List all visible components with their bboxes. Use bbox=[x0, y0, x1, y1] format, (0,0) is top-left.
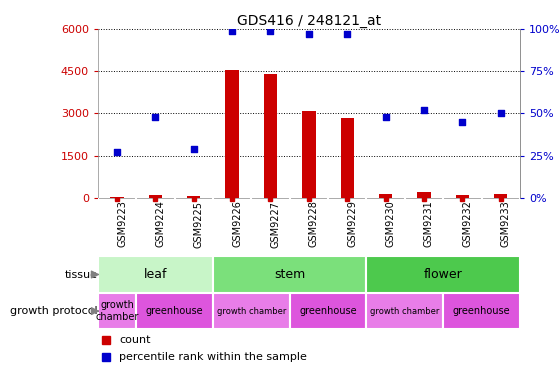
Bar bbox=[110, 197, 124, 198]
Text: GSM9231: GSM9231 bbox=[424, 201, 434, 247]
Text: percentile rank within the sample: percentile rank within the sample bbox=[119, 352, 307, 362]
Point bbox=[304, 31, 313, 37]
Text: flower: flower bbox=[424, 268, 462, 281]
Bar bbox=[366, 256, 520, 293]
Text: GSM9228: GSM9228 bbox=[309, 201, 319, 247]
Point bbox=[112, 149, 121, 155]
Bar bbox=[98, 256, 213, 293]
Bar bbox=[290, 293, 366, 329]
Point bbox=[151, 114, 160, 120]
Point bbox=[190, 146, 198, 152]
Point bbox=[343, 31, 352, 37]
Text: tissue: tissue bbox=[65, 269, 98, 280]
Point bbox=[458, 119, 467, 125]
Text: count: count bbox=[119, 335, 150, 346]
Text: GSM9230: GSM9230 bbox=[386, 201, 396, 247]
Text: GSM9227: GSM9227 bbox=[271, 201, 281, 247]
Point bbox=[496, 111, 505, 116]
Bar bbox=[443, 293, 520, 329]
Bar bbox=[494, 194, 508, 198]
Text: GSM9226: GSM9226 bbox=[232, 201, 242, 247]
Bar bbox=[136, 293, 213, 329]
Text: GSM9233: GSM9233 bbox=[501, 201, 511, 247]
Text: greenhouse: greenhouse bbox=[453, 306, 510, 316]
Title: GDS416 / 248121_at: GDS416 / 248121_at bbox=[237, 14, 381, 28]
Text: GSM9232: GSM9232 bbox=[462, 201, 472, 247]
Bar bbox=[149, 195, 162, 198]
Text: greenhouse: greenhouse bbox=[146, 306, 203, 316]
Text: GSM9224: GSM9224 bbox=[155, 201, 165, 247]
Bar bbox=[340, 118, 354, 198]
Text: growth
chamber: growth chamber bbox=[96, 300, 139, 322]
Text: growth protocol: growth protocol bbox=[10, 306, 98, 316]
Bar bbox=[417, 192, 430, 198]
Text: GSM9225: GSM9225 bbox=[194, 201, 203, 247]
Bar bbox=[264, 74, 277, 198]
Bar bbox=[456, 195, 469, 198]
Text: growth chamber: growth chamber bbox=[370, 307, 439, 315]
Text: stem: stem bbox=[274, 268, 305, 281]
Bar bbox=[213, 293, 290, 329]
Bar bbox=[379, 194, 392, 198]
Text: GSM9229: GSM9229 bbox=[347, 201, 357, 247]
Bar bbox=[366, 293, 443, 329]
Text: GSM9223: GSM9223 bbox=[117, 201, 127, 247]
Bar bbox=[302, 111, 316, 198]
Point bbox=[419, 107, 428, 113]
Text: leaf: leaf bbox=[144, 268, 167, 281]
Bar bbox=[187, 196, 201, 198]
Bar bbox=[225, 70, 239, 198]
Point bbox=[266, 28, 275, 34]
Point bbox=[228, 28, 236, 34]
Text: growth chamber: growth chamber bbox=[216, 307, 286, 315]
Bar bbox=[213, 256, 366, 293]
Bar bbox=[98, 293, 136, 329]
Point bbox=[381, 114, 390, 120]
Text: greenhouse: greenhouse bbox=[299, 306, 357, 316]
